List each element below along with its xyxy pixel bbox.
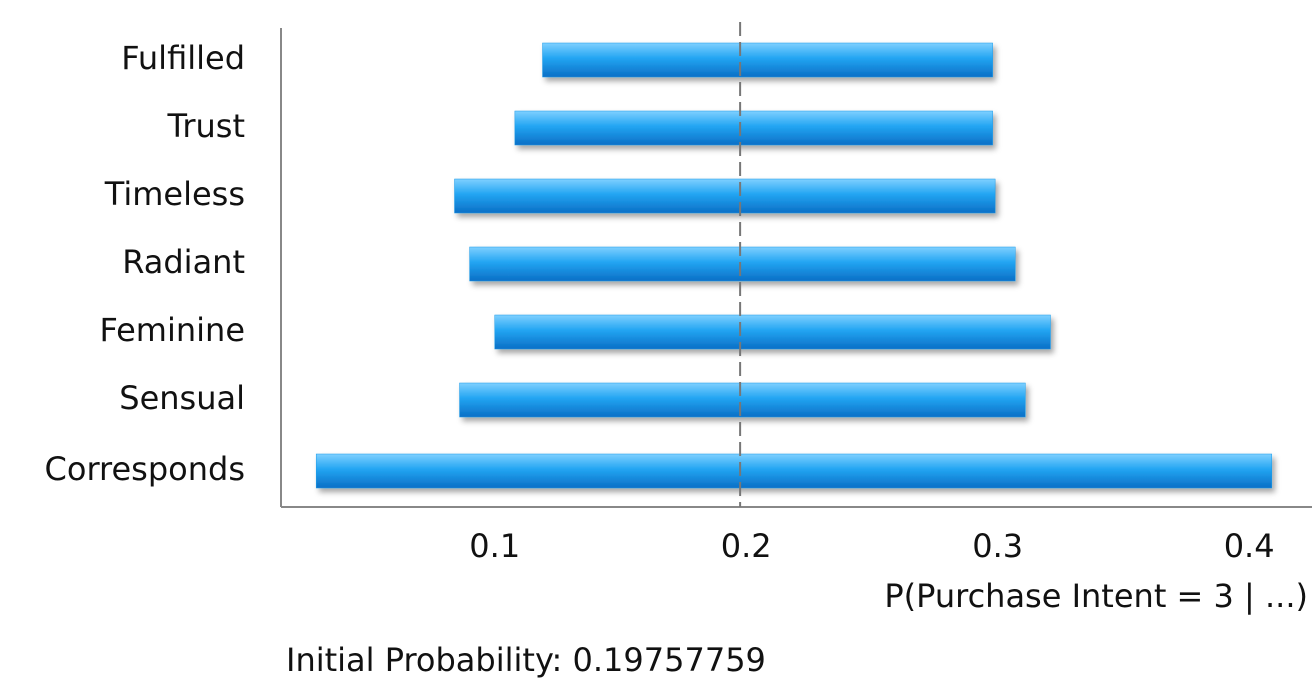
x-axis-label: P(Purchase Intent = 3 | ...) bbox=[884, 577, 1308, 615]
x-tick-label: 0.1 bbox=[469, 527, 520, 565]
bar bbox=[315, 453, 1273, 489]
y-tick-label: Radiant bbox=[122, 243, 245, 281]
x-tick-label: 0.4 bbox=[1224, 527, 1275, 565]
bar bbox=[459, 382, 1026, 418]
y-tick-label: Timeless bbox=[104, 175, 245, 213]
bar bbox=[514, 110, 993, 146]
x-tick-label: 0.3 bbox=[972, 527, 1023, 565]
bar bbox=[454, 178, 996, 214]
reference-label: Initial Probability: 0.19757759 bbox=[286, 641, 766, 679]
bar bbox=[494, 314, 1051, 350]
y-tick-label: Sensual bbox=[119, 379, 245, 417]
y-tick-label: Feminine bbox=[99, 311, 245, 349]
x-tick-label: 0.2 bbox=[721, 527, 772, 565]
y-tick-label: Trust bbox=[167, 107, 246, 145]
y-tick-label: Fulfilled bbox=[121, 39, 245, 77]
bar bbox=[542, 42, 993, 78]
bar bbox=[469, 246, 1016, 282]
y-tick-label: Corresponds bbox=[45, 450, 245, 488]
